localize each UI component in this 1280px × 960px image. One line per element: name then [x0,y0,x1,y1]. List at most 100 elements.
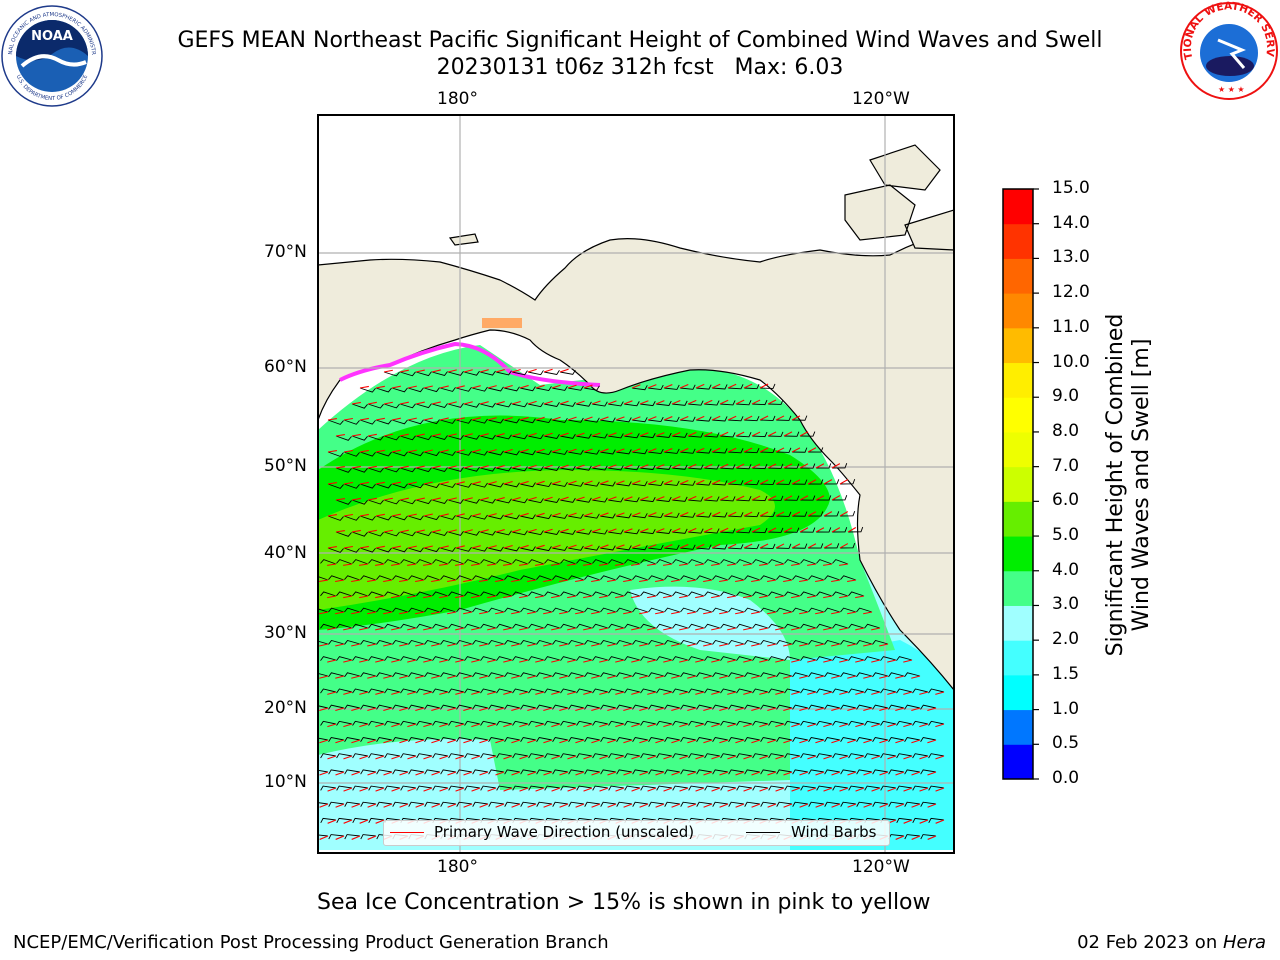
wind-barb [511,530,528,536]
wind-barb [559,401,576,407]
wind-barb [423,419,440,425]
wind-barb [623,465,640,471]
wave-direction-arrow [527,675,537,679]
wave-direction-arrow [743,755,753,760]
wave-direction-arrow [871,723,881,728]
wave-direction-arrow [671,400,681,405]
wind-barb [695,384,712,390]
wind-barb [663,384,680,390]
wind-barb [799,431,816,437]
wave-direction-arrow [591,771,601,776]
wave-direction-arrow [783,707,793,712]
wave-direction-arrow [431,579,441,583]
wave-direction-arrow [671,675,681,679]
wind-barb [592,591,609,597]
wind-barb [463,402,480,408]
wave-direction-arrow [423,513,433,517]
wave-direction-arrow [495,579,505,583]
wave-direction-arrow [551,627,561,631]
wave-direction-arrow [807,543,817,549]
wind-barb [680,575,697,581]
wave-direction-arrow [591,464,601,469]
wind-barb [359,419,376,425]
wave-direction-arrow [687,611,697,615]
wave-direction-arrow [415,643,425,647]
wave-direction-arrow [535,563,545,566]
wave-direction-arrow [727,595,737,599]
wave-direction-arrow [407,481,417,485]
wind-barb [824,801,841,807]
wind-barb [728,672,745,678]
wind-barb [928,720,945,726]
wind-barb [727,384,744,390]
wave-direction-arrow [319,579,329,583]
wave-direction-arrow [583,627,593,631]
wind-barb [400,720,417,726]
wave-direction-arrow [343,513,353,517]
wind-barb [896,753,913,759]
wave-direction-arrow [575,611,585,615]
wind-barb [368,688,385,694]
wave-direction-arrow [543,707,553,712]
wave-direction-arrow [823,787,833,792]
wind-barb [383,371,400,377]
wind-barb [728,575,745,581]
wave-direction-arrow [823,691,833,695]
wave-direction-arrow [711,595,721,599]
wind-barb [472,575,489,581]
wind-barb [791,543,808,549]
wave-direction-arrow [551,755,561,760]
wind-barb [728,607,745,613]
wind-barb [431,403,448,408]
wind-barb [351,499,368,505]
wind-barb [327,547,344,553]
wind-barb [544,688,561,694]
wind-barb [392,737,409,742]
wind-barb [543,402,560,407]
wave-direction-arrow [727,479,737,485]
wave-direction-arrow [471,627,481,631]
wave-direction-arrow [623,496,633,501]
wind-barb [431,435,448,440]
wave-direction-arrow [583,691,593,695]
wave-direction-arrow [583,563,593,566]
wind-barb [872,737,889,742]
wind-barb [808,607,825,613]
wind-barb [752,785,769,791]
wave-direction-arrow [751,431,761,437]
wind-barb [368,720,385,726]
wind-barb [575,529,592,535]
wind-barb [416,623,433,629]
wind-barb [431,467,448,472]
wind-barb [608,559,625,565]
wind-barb [536,801,553,807]
wave-direction-arrow [791,627,801,631]
wind-barb [872,639,889,645]
wave-direction-arrow [567,563,577,566]
wind-barb [432,656,449,661]
wave-direction-arrow [423,595,433,599]
wave-direction-arrow [383,579,393,583]
wind-barb [736,559,753,565]
wind-barb [351,435,368,441]
wave-direction-arrow [471,595,481,599]
wind-barb [832,753,849,759]
wind-barb [583,481,600,487]
wave-direction-arrow [655,579,665,583]
wave-direction-arrow [535,384,545,389]
wave-direction-arrow [471,513,481,517]
colorbar-tick-label: 15.0 [1052,178,1090,198]
wind-barb [496,656,513,661]
wind-barb [512,656,529,661]
wind-barb [896,656,913,661]
wind-barb [575,497,592,503]
wave-direction-arrow [527,496,537,501]
wave-direction-arrow [799,675,809,679]
wave-direction-arrow [543,464,553,469]
wave-direction-arrow [575,400,585,405]
wind-barb [655,528,672,534]
wave-direction-arrow [623,739,633,744]
wave-direction-arrow [351,803,361,808]
wave-direction-arrow [327,755,337,760]
wind-barb [447,499,464,504]
